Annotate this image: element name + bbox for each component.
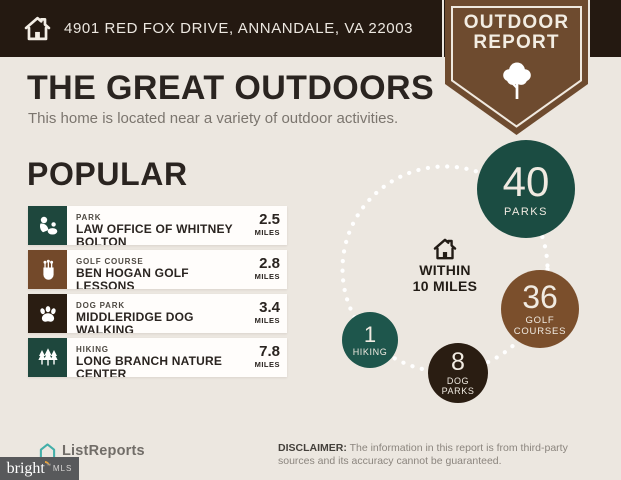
- paw-icon: [28, 294, 67, 333]
- hiking-count: 1: [363, 321, 377, 347]
- bright-mls-wordmark: bright: [6, 459, 45, 477]
- badge-title: OUTDOOR REPORT: [445, 13, 588, 53]
- bright-mls-logo: bright ™ MLS: [0, 457, 79, 480]
- outdoor-report-badge: OUTDOOR REPORT: [445, 0, 588, 135]
- radius-line1: WITHIN: [419, 262, 471, 278]
- page-title: THE GREAT OUTDOORS: [27, 69, 435, 107]
- dog-parks-count: 8: [451, 348, 465, 376]
- golf-icon: [28, 250, 67, 289]
- badge-line2: REPORT: [473, 32, 560, 53]
- place-name: MIDDLERIDGE DOG WALKING: [76, 310, 194, 334]
- home-icon: [24, 16, 51, 41]
- distance-value: 3.4: [259, 299, 280, 316]
- distance-value: 2.8: [259, 255, 280, 272]
- disclaimer-text: The information in this report is from t…: [278, 442, 568, 467]
- radius-ring: [340, 164, 550, 374]
- popular-list: PARK LAW OFFICE OF WHITNEY BOLTON 2.5 MI…: [28, 206, 287, 382]
- badge-line1: OUTDOOR: [463, 12, 570, 33]
- place-name: BEN HOGAN GOLF LESSONS: [76, 266, 189, 290]
- listreports-logo: ListReports: [38, 442, 145, 459]
- place-info: HIKING LONG BRANCH NATURE CENTER: [67, 338, 240, 377]
- place-category: HIKING: [76, 345, 109, 354]
- popular-heading: POPULAR: [27, 156, 188, 192]
- distance-unit: MILES: [254, 316, 280, 325]
- tree-icon: [502, 62, 531, 99]
- place-category: PARK: [76, 213, 102, 222]
- place-distance: 2.5 MILES: [240, 206, 287, 245]
- distance-unit: MILES: [254, 360, 280, 369]
- place-category: GOLF COURSE: [76, 257, 144, 266]
- place-info: PARK LAW OFFICE OF WHITNEY BOLTON: [67, 206, 240, 245]
- place-info: DOG PARK MIDDLERIDGE DOG WALKING: [67, 294, 240, 333]
- bright-mls-t-curl: [45, 461, 50, 467]
- pine-trees-icon: [28, 338, 67, 377]
- place-card-hiking: HIKING LONG BRANCH NATURE CENTER 7.8 MIL…: [28, 338, 287, 377]
- distance-value: 2.5: [259, 211, 280, 228]
- golf-courses-count: 36: [522, 279, 558, 315]
- dog-parks-bubble: 8 DOG PARKS: [428, 343, 488, 403]
- place-card-park: PARK LAW OFFICE OF WHITNEY BOLTON 2.5 MI…: [28, 206, 287, 245]
- park-icon: [28, 206, 67, 245]
- disclaimer-label: DISCLAIMER:: [278, 442, 347, 454]
- hiking-label: HIKING: [352, 346, 388, 357]
- place-distance: 3.4 MILES: [240, 294, 287, 333]
- listreports-wordmark: ListReports: [62, 442, 145, 459]
- distance-unit: MILES: [254, 228, 280, 237]
- center-home-icon: [433, 238, 457, 260]
- parks-count: 40: [502, 157, 550, 205]
- hiking-bubble: 1 HIKING: [342, 312, 398, 368]
- property-address: 4901 RED FOX DRIVE, ANNANDALE, VA 22003: [64, 20, 414, 37]
- place-distance: 7.8 MILES: [240, 338, 287, 377]
- disclaimer: DISCLAIMER: The information in this repo…: [278, 442, 574, 467]
- place-card-dog-park: DOG PARK MIDDLERIDGE DOG WALKING 3.4 MIL…: [28, 294, 287, 333]
- place-info: GOLF COURSE BEN HOGAN GOLF LESSONS: [67, 250, 240, 289]
- dog-parks-label: DOG PARKS: [441, 376, 475, 396]
- distance-unit: MILES: [254, 272, 280, 281]
- bright-mls-suffix: MLS: [52, 464, 73, 473]
- place-distance: 2.8 MILES: [240, 250, 287, 289]
- place-card-golf: GOLF COURSE BEN HOGAN GOLF LESSONS 2.8 M…: [28, 250, 287, 289]
- golf-courses-bubble: 36 GOLF COURSES: [501, 270, 579, 348]
- page-subtitle: This home is located near a variety of o…: [28, 110, 399, 127]
- place-category: DOG PARK: [76, 301, 125, 310]
- golf-courses-label: GOLF COURSES: [513, 315, 567, 337]
- place-name: LONG BRANCH NATURE CENTER: [76, 354, 223, 378]
- parks-label: PARKS: [504, 205, 548, 218]
- badge-right-separator: [588, 0, 590, 57]
- badge-left-separator: [442, 0, 444, 57]
- parks-bubble: 40 PARKS: [477, 140, 575, 238]
- place-name: LAW OFFICE OF WHITNEY BOLTON: [76, 222, 233, 246]
- distance-value: 7.8: [259, 343, 280, 360]
- radius-line2: 10 MILES: [412, 278, 478, 294]
- listreports-house-icon: [39, 443, 56, 459]
- radius-center: WITHIN 10 MILES: [395, 238, 495, 294]
